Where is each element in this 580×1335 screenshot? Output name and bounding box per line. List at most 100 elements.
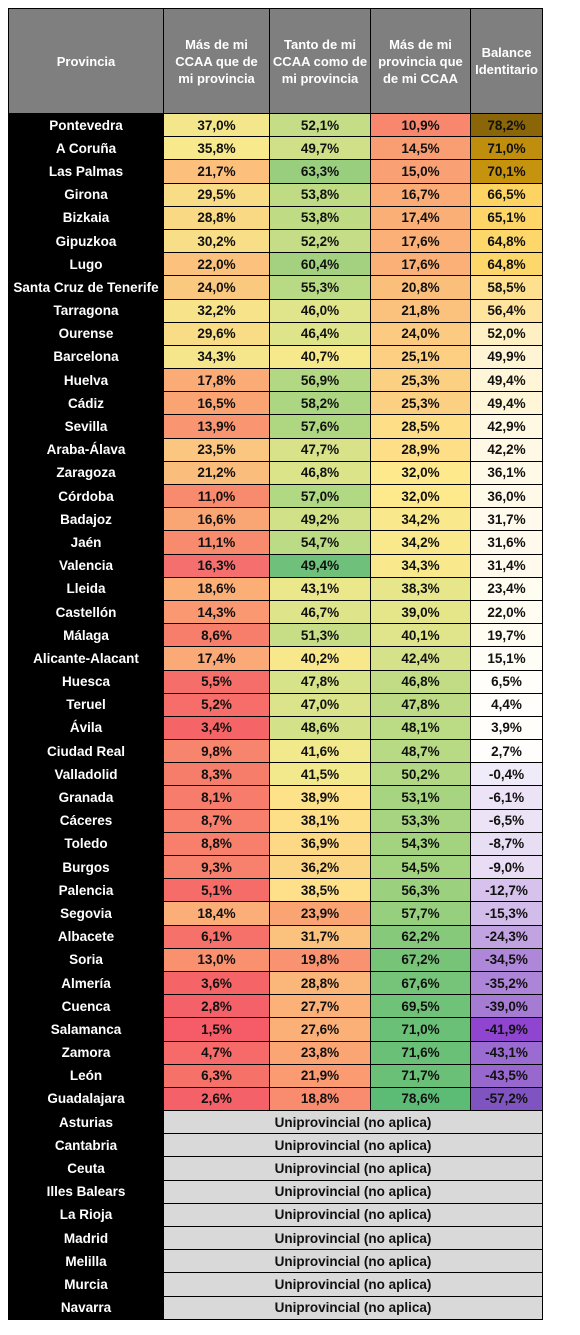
more-ccaa-cell: 16,3% xyxy=(163,553,270,578)
more-province-cell: 46,8% xyxy=(370,669,471,694)
balance-cell: 64,8% xyxy=(470,252,543,277)
more-province-cell: 71,0% xyxy=(370,1017,471,1042)
table-row: Ciudad Real 9,8% 41,6% 48,7% 2,7% xyxy=(8,739,543,764)
more-ccaa-cell: 34,3% xyxy=(163,344,270,370)
both-cell: 41,6% xyxy=(269,739,371,764)
table-row: Toledo 8,8% 36,9% 54,3% -8,7% xyxy=(8,831,543,857)
more-ccaa-cell: 21,2% xyxy=(163,460,270,486)
table-row: Santa Cruz de Tenerife 24,0% 55,3% 20,8% 58,… xyxy=(8,275,543,300)
province-cell: Murcia xyxy=(8,1272,164,1297)
more-ccaa-cell: 9,8% xyxy=(163,739,270,764)
table-row: Castellón 14,3% 46,7% 39,0% 22,0% xyxy=(8,599,543,625)
both-cell: 27,6% xyxy=(269,1017,371,1042)
more-ccaa-cell: 8,7% xyxy=(163,808,270,833)
more-ccaa-cell: 13,9% xyxy=(163,414,270,439)
province-cell: Pontevedra xyxy=(8,112,164,138)
table-row: Barcelona 34,3% 40,7% 25,1% 49,9% xyxy=(8,344,543,370)
table-row-uniprovincial: Madrid Uniprovincial (no aplica) xyxy=(8,1225,543,1251)
more-ccaa-cell: 2,8% xyxy=(163,994,270,1019)
table-row: Zaragoza 21,2% 46,8% 32,0% 36,1% xyxy=(8,460,543,486)
both-cell: 49,2% xyxy=(269,507,371,532)
province-cell: Valladolid xyxy=(8,762,164,787)
table-row-uniprovincial: Ceuta Uniprovincial (no aplica) xyxy=(8,1156,543,1181)
balance-cell: 71,0% xyxy=(470,136,543,161)
province-cell: Almería xyxy=(8,970,164,996)
table-row-uniprovincial: La Rioja Uniprovincial (no aplica) xyxy=(8,1202,543,1228)
both-cell: 52,2% xyxy=(269,228,371,254)
more-ccaa-cell: 11,0% xyxy=(163,483,270,509)
both-cell: 46,0% xyxy=(269,298,371,323)
both-cell: 41,5% xyxy=(269,762,371,787)
more-province-cell: 39,0% xyxy=(370,599,471,625)
table-row: Málaga 8,6% 51,3% 40,1% 19,7% xyxy=(8,623,543,648)
both-cell: 60,4% xyxy=(269,252,371,277)
more-ccaa-cell: 30,2% xyxy=(163,228,270,254)
uniprovincial-note: Uniprovincial (no aplica) xyxy=(163,1272,543,1297)
province-cell: Zamora xyxy=(8,1040,164,1065)
province-cell: Cáceres xyxy=(8,808,164,833)
header-both: Tanto de mi CCAA como de mi provincia xyxy=(269,8,371,114)
table-row: Córdoba 11,0% 57,0% 32,0% 36,0% xyxy=(8,483,543,509)
more-province-cell: 16,7% xyxy=(370,182,471,207)
both-cell: 28,8% xyxy=(269,970,371,996)
more-ccaa-cell: 2,6% xyxy=(163,1086,270,1112)
table-row: Soria 13,0% 19,8% 67,2% -34,5% xyxy=(8,947,543,972)
uniprovincial-note: Uniprovincial (no aplica) xyxy=(163,1133,543,1158)
table-row: Valladolid 8,3% 41,5% 50,2% -0,4% xyxy=(8,762,543,787)
table-row: Araba-Álava 23,5% 47,7% 28,9% 42,2% xyxy=(8,437,543,462)
uniprovincial-note: Uniprovincial (no aplica) xyxy=(163,1202,543,1228)
both-cell: 54,7% xyxy=(269,530,371,555)
province-cell: Burgos xyxy=(8,854,164,880)
balance-cell: 78,2% xyxy=(470,112,543,138)
more-ccaa-cell: 1,5% xyxy=(163,1017,270,1042)
balance-cell: 56,4% xyxy=(470,298,543,323)
table-row: Gipuzkoa 30,2% 52,2% 17,6% 64,8% xyxy=(8,228,543,254)
table-row: Huelva 17,8% 56,9% 25,3% 49,4% xyxy=(8,368,543,393)
province-cell: Madrid xyxy=(8,1225,164,1251)
table-row: Tarragona 32,2% 46,0% 21,8% 56,4% xyxy=(8,298,543,323)
both-cell: 23,9% xyxy=(269,901,371,926)
more-ccaa-cell: 11,1% xyxy=(163,530,270,555)
table-row: Zamora 4,7% 23,8% 71,6% -43,1% xyxy=(8,1040,543,1065)
more-province-cell: 17,6% xyxy=(370,252,471,277)
table-row: Burgos 9,3% 36,2% 54,5% -9,0% xyxy=(8,854,543,880)
more-province-cell: 67,6% xyxy=(370,970,471,996)
table-body: Pontevedra 37,0% 52,1% 10,9% 78,2% A Coruña 35… xyxy=(8,112,543,1320)
table-row: Bizkaia 28,8% 53,8% 17,4% 65,1% xyxy=(8,205,543,230)
table-row: Lleida 18,6% 43,1% 38,3% 23,4% xyxy=(8,576,543,601)
province-cell: Guadalajara xyxy=(8,1086,164,1112)
table-row: Alicante-Alacant 17,4% 40,2% 42,4% 15,1% xyxy=(8,646,543,671)
identity-table: Provincia Más de mi CCAA que de mi provi… xyxy=(8,8,543,1320)
province-cell: Huesca xyxy=(8,669,164,694)
province-cell: A Coruña xyxy=(8,136,164,161)
more-ccaa-cell: 8,3% xyxy=(163,762,270,787)
both-cell: 46,8% xyxy=(269,460,371,486)
province-cell: Salamanca xyxy=(8,1017,164,1042)
province-cell: Jaén xyxy=(8,530,164,555)
more-ccaa-cell: 37,0% xyxy=(163,112,270,138)
more-ccaa-cell: 16,5% xyxy=(163,391,270,416)
more-ccaa-cell: 29,5% xyxy=(163,182,270,207)
more-ccaa-cell: 23,5% xyxy=(163,437,270,462)
table-row: Teruel 5,2% 47,0% 47,8% 4,4% xyxy=(8,692,543,717)
province-cell: Cuenca xyxy=(8,994,164,1019)
more-ccaa-cell: 35,8% xyxy=(163,136,270,161)
more-ccaa-cell: 22,0% xyxy=(163,252,270,277)
province-cell: Albacete xyxy=(8,924,164,949)
balance-cell: 58,5% xyxy=(470,275,543,300)
province-cell: Santa Cruz de Tenerife xyxy=(8,275,164,300)
more-province-cell: 32,0% xyxy=(370,460,471,486)
more-ccaa-cell: 18,4% xyxy=(163,901,270,926)
balance-cell: 64,8% xyxy=(470,228,543,254)
more-province-cell: 24,0% xyxy=(370,321,471,346)
table-row: Palencia 5,1% 38,5% 56,3% -12,7% xyxy=(8,878,543,903)
balance-cell: -12,7% xyxy=(470,878,543,903)
balance-cell: -43,1% xyxy=(470,1040,543,1065)
table-row-uniprovincial: Asturias Uniprovincial (no aplica) xyxy=(8,1110,543,1135)
more-province-cell: 54,3% xyxy=(370,831,471,857)
balance-cell: 65,1% xyxy=(470,205,543,230)
province-cell: Teruel xyxy=(8,692,164,717)
balance-cell: -57,2% xyxy=(470,1086,543,1112)
more-province-cell: 50,2% xyxy=(370,762,471,787)
balance-cell: 49,4% xyxy=(470,391,543,416)
